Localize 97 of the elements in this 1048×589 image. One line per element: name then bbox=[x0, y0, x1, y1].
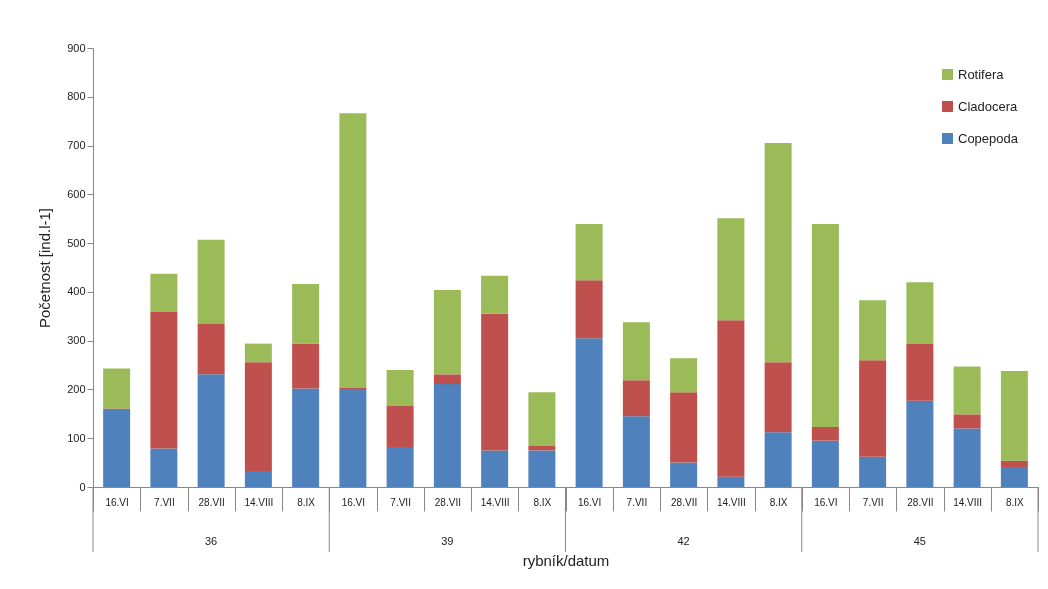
y-tick-label: 600 bbox=[67, 187, 86, 200]
bar bbox=[811, 224, 839, 427]
y-tick-label: 700 bbox=[67, 139, 86, 152]
text: 42 bbox=[677, 535, 690, 547]
x-tick-label: 28.VII bbox=[907, 496, 934, 508]
x-tick-label: 28.VII bbox=[434, 496, 461, 508]
y-tick-label: 900 bbox=[67, 41, 86, 54]
bar bbox=[906, 344, 934, 401]
bar bbox=[953, 414, 981, 429]
bar bbox=[670, 462, 698, 487]
bar bbox=[1000, 370, 1028, 461]
text: 36 bbox=[205, 535, 218, 547]
bar bbox=[906, 400, 934, 487]
x-tick-label: 8.IX bbox=[297, 496, 316, 508]
y-tick-label: 100 bbox=[67, 431, 86, 444]
bar bbox=[339, 389, 367, 487]
bar bbox=[953, 366, 981, 415]
bar bbox=[433, 289, 461, 375]
bar bbox=[292, 284, 320, 344]
text: 45 bbox=[913, 535, 926, 547]
bar bbox=[575, 338, 603, 487]
bar bbox=[717, 476, 745, 487]
bar bbox=[433, 384, 461, 487]
bar bbox=[622, 416, 650, 487]
x-tick-label: 28.VII bbox=[198, 496, 225, 508]
x-tick-label: 7.VII bbox=[390, 496, 411, 508]
bar bbox=[906, 282, 934, 345]
bar bbox=[386, 447, 414, 487]
bar bbox=[859, 300, 887, 361]
bar bbox=[197, 239, 225, 325]
bar bbox=[244, 362, 272, 471]
x-tick-label: 16.VI bbox=[814, 496, 838, 508]
bar bbox=[481, 450, 509, 487]
x-tick-label: 8.IX bbox=[533, 496, 552, 508]
bar bbox=[764, 432, 792, 487]
bar bbox=[339, 113, 367, 388]
bar bbox=[386, 369, 414, 407]
x-tick-label: 7.VII bbox=[626, 496, 648, 508]
bar bbox=[244, 470, 272, 487]
x-tick-label: 8.IX bbox=[1005, 496, 1025, 508]
legend-label: Cladocera bbox=[958, 98, 1019, 114]
x-tick-label: 8.IX bbox=[769, 496, 788, 508]
bar bbox=[150, 311, 178, 449]
bar bbox=[150, 448, 178, 487]
text: 39 bbox=[441, 535, 454, 547]
bar bbox=[1000, 460, 1028, 467]
bar bbox=[481, 313, 509, 451]
bar bbox=[953, 428, 981, 487]
bar bbox=[197, 374, 225, 487]
x-tick-label: 14.VIII bbox=[244, 496, 274, 508]
bar bbox=[575, 280, 603, 339]
bar bbox=[859, 360, 887, 457]
x-tick-label: 16.VI bbox=[577, 496, 602, 508]
bar bbox=[197, 324, 225, 375]
bar bbox=[717, 218, 745, 321]
x-tick-label: 14.VIII bbox=[953, 496, 983, 508]
x-tick-label: 16.VI bbox=[341, 496, 366, 508]
x-axis-title: rybník/datum bbox=[522, 552, 610, 569]
x-tick-label: 7.VII bbox=[862, 496, 884, 508]
x-tick-label: 7.VII bbox=[154, 496, 175, 508]
y-tick-label: 500 bbox=[67, 236, 86, 249]
bar bbox=[386, 406, 414, 447]
bar bbox=[622, 322, 650, 381]
bar bbox=[622, 380, 650, 417]
y-tick-label: 200 bbox=[67, 382, 86, 395]
x-tick-label: 14.VIII bbox=[480, 496, 510, 508]
y-tick-label: 400 bbox=[67, 285, 86, 298]
bar bbox=[859, 456, 887, 487]
bar bbox=[670, 392, 698, 463]
bar bbox=[433, 374, 461, 385]
bar bbox=[764, 143, 792, 363]
bar bbox=[292, 388, 320, 487]
bar bbox=[764, 362, 792, 433]
y-tick-label: 300 bbox=[67, 334, 86, 347]
y-tick-label: 800 bbox=[67, 90, 86, 103]
y-axis-title: Početnost [ind.l-1] bbox=[36, 207, 54, 329]
y-tick-label: 0 bbox=[79, 480, 86, 493]
bar bbox=[1000, 467, 1028, 487]
legend-label: Rotifera bbox=[958, 66, 1005, 82]
bar bbox=[244, 343, 272, 363]
bar bbox=[292, 343, 320, 389]
bar bbox=[481, 275, 509, 314]
bar bbox=[528, 392, 556, 447]
bar bbox=[150, 273, 178, 312]
legend-label: Copepoda bbox=[958, 130, 1019, 146]
x-tick-label: 28.VII bbox=[671, 496, 698, 508]
x-tick-label: 14.VIII bbox=[716, 496, 746, 508]
x-tick-label: 16.VI bbox=[105, 496, 129, 508]
bar bbox=[811, 427, 839, 441]
bar bbox=[103, 409, 131, 487]
bar bbox=[670, 358, 698, 393]
bar bbox=[717, 320, 745, 477]
bar bbox=[103, 368, 131, 409]
bar bbox=[575, 224, 603, 281]
bar bbox=[811, 440, 839, 487]
bar bbox=[528, 450, 556, 487]
bar bbox=[528, 446, 556, 451]
